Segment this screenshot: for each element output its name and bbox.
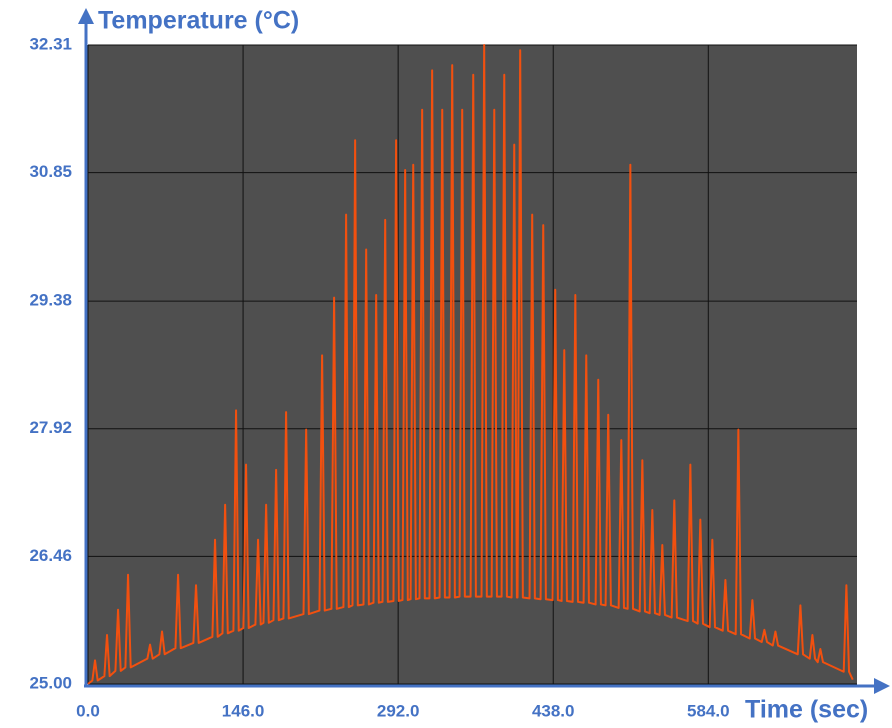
temperature-line	[87, 44, 854, 685]
x-tick-label: 438.0	[532, 701, 575, 720]
x-tick-label: 584.0	[687, 701, 730, 720]
x-axis-arrow	[874, 678, 890, 694]
y-axis-title: Temperature (°C)	[98, 7, 299, 35]
y-tick-label: 29.38	[29, 291, 72, 310]
y-tick-label: 27.92	[29, 418, 72, 437]
y-tick-label: 32.31	[29, 34, 72, 53]
x-tick-label: 146.0	[222, 701, 265, 720]
x-tick-label: 0.0	[76, 701, 100, 720]
x-tick-label: 292.0	[377, 701, 420, 720]
marks	[87, 44, 854, 685]
y-tick-label: 25.00	[29, 673, 72, 692]
y-tick-label: 26.46	[29, 546, 72, 565]
x-axis-title: Time (sec)	[745, 696, 868, 724]
y-axis-arrow	[78, 8, 94, 24]
y-tick-label: 30.85	[29, 162, 72, 181]
